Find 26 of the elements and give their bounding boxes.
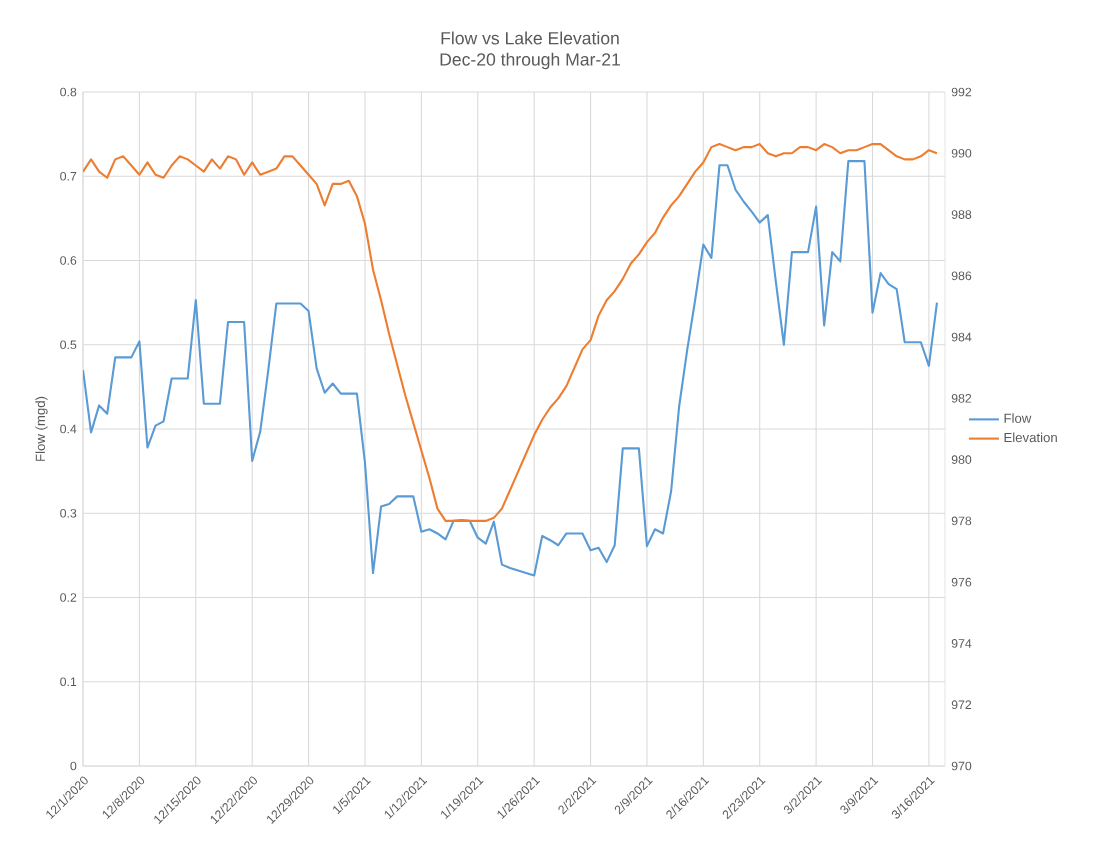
y2-tick-label: 982 (951, 394, 972, 403)
y2-tick-label: 974 (951, 639, 972, 648)
y-tick-label: 0.1 (60, 677, 77, 687)
y2-tick-label: 980 (951, 455, 972, 464)
y2-tick-label: 976 (951, 577, 972, 587)
legend-label: Elevation (1004, 432, 1057, 443)
y-tick-label: 0.6 (60, 256, 77, 265)
chart-title: Flow vs Lake Elevation (441, 31, 619, 45)
y-tick-label: 0.2 (60, 593, 77, 602)
y-tick-label: 0.8 (60, 87, 77, 97)
y2-tick-label: 992 (951, 87, 972, 97)
legend-label: Flow (1004, 413, 1032, 423)
y-tick-label: 0.3 (60, 508, 77, 518)
y-tick-label: 0.5 (60, 340, 77, 350)
y2-tick-label: 988 (951, 210, 972, 219)
y-tick-label: 0.7 (60, 171, 77, 181)
y2-tick-label: 990 (951, 148, 972, 158)
y2-tick-label: 986 (951, 271, 972, 281)
chart-subtitle: Dec-20 through Mar-21 (440, 52, 620, 70)
y2-tick-label: 984 (951, 332, 972, 342)
y-tick-label: 0 (70, 761, 77, 771)
y-tick-label: 0.4 (60, 424, 77, 434)
y2-tick-label: 970 (951, 761, 972, 771)
y2-tick-label: 978 (951, 516, 972, 526)
y2-tick-label: 972 (951, 700, 972, 710)
y-axis-title: Flow (mgd) (35, 396, 48, 461)
